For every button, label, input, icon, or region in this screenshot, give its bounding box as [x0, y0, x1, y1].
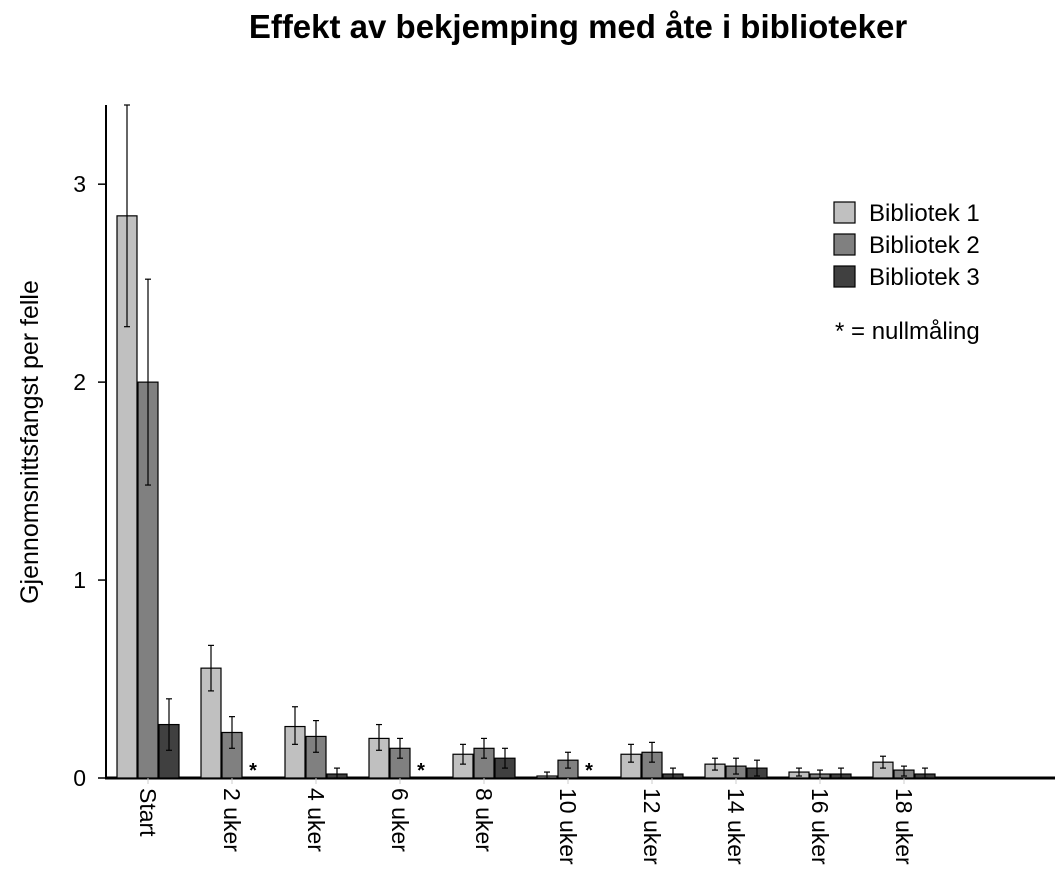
- error-bar: [334, 767, 340, 779]
- error-bar: [796, 767, 802, 777]
- legend: Bibliotek 1 Bibliotek 2 Bibliotek 3: [833, 200, 980, 291]
- error-bar: [313, 719, 319, 753]
- legend-label: Bibliotek 3: [869, 264, 980, 291]
- error-bar: [901, 765, 907, 777]
- error-bar: [502, 747, 508, 769]
- error-bar: [166, 698, 172, 751]
- x-tick-label: 12 uker: [639, 788, 665, 865]
- error-bar: [481, 737, 487, 759]
- x-tick-label: 8 uker: [471, 788, 497, 852]
- x-tick-label: 2 uker: [219, 788, 245, 852]
- error-bar: [565, 751, 571, 769]
- y-tick-label: 2: [73, 369, 86, 395]
- error-bar: [397, 737, 403, 759]
- error-bar: [229, 716, 235, 749]
- error-bar: [208, 644, 214, 692]
- y-tick-label: 3: [73, 171, 86, 197]
- error-bar: [922, 767, 928, 779]
- x-tick-label: 6 uker: [387, 788, 413, 852]
- null-marker: *: [249, 760, 257, 782]
- error-bar: [376, 723, 382, 751]
- x-tick-label: 16 uker: [807, 788, 833, 865]
- null-marker: *: [585, 760, 593, 782]
- null-marker: *: [417, 760, 425, 782]
- error-bar: [649, 741, 655, 763]
- error-bar: [460, 743, 466, 765]
- null-measurement-note: * = nullmåling: [835, 318, 980, 345]
- x-tick-label: 18 uker: [891, 788, 917, 865]
- y-tick-label: 0: [73, 765, 86, 791]
- x-tick-label: 10 uker: [555, 788, 581, 865]
- error-bar: [712, 757, 718, 771]
- y-tick-label: 1: [73, 567, 86, 593]
- error-bar: [292, 706, 298, 745]
- legend-swatch: [833, 233, 856, 256]
- legend-swatch: [833, 201, 856, 224]
- legend-label: Bibliotek 1: [869, 200, 980, 227]
- error-bar: [754, 759, 760, 777]
- legend-label: Bibliotek 2: [869, 232, 980, 259]
- error-bar: [838, 767, 844, 779]
- error-bar: [733, 757, 739, 775]
- error-bar: [880, 755, 886, 769]
- x-tick-label: 4 uker: [303, 788, 329, 852]
- legend-swatch: [833, 265, 856, 288]
- error-bar: [145, 278, 151, 486]
- x-tick-label: Start: [135, 788, 161, 837]
- chart-title: Effekt av bekjemping med åte i bibliotek…: [249, 8, 908, 45]
- error-bar: [544, 771, 550, 779]
- error-bar: [124, 104, 130, 328]
- x-tick-label: 14 uker: [723, 788, 749, 865]
- y-axis-label: Gjennomsnittsfangst per felle: [16, 280, 44, 604]
- error-bar: [670, 767, 676, 779]
- error-bar: [628, 743, 634, 763]
